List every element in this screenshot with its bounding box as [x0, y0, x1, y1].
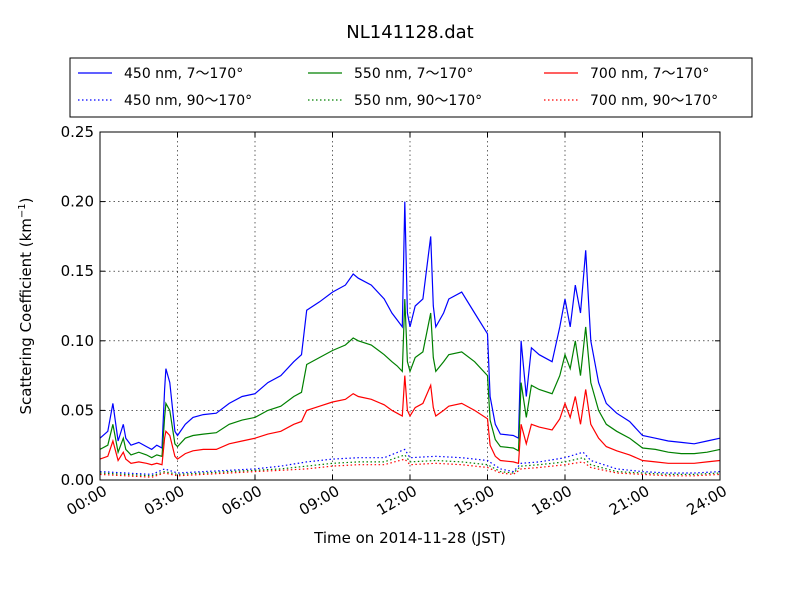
- y-tick-label: 0.05: [61, 401, 94, 419]
- legend-label-2: 550 nm, 7～170°: [354, 66, 473, 82]
- y-axis-label-sup: −1: [17, 203, 28, 218]
- legend-label-4: 700 nm, 7～170°: [590, 66, 709, 82]
- x-tick-label: 18:00: [529, 482, 575, 519]
- x-tick-labels: 00:00 03:00 06:00 09:00 12:00 15:00 18:00 21:00…: [64, 482, 730, 519]
- grid: [100, 132, 720, 480]
- legend-label-5: 700 nm, 90～170°: [590, 93, 718, 109]
- series-line-5: [99, 458, 721, 478]
- x-tick-label: 15:00: [451, 482, 497, 519]
- y-tick-labels: 0.00 0.05 0.10 0.15 0.20 0.25: [61, 123, 94, 489]
- series-line-0: [99, 201, 721, 451]
- y-tick-label: 0.15: [61, 262, 94, 280]
- legend-label-3: 550 nm, 90～170°: [354, 93, 482, 109]
- x-tick-label: 06:00: [219, 482, 265, 519]
- chart-title: NL141128.dat: [346, 22, 473, 43]
- series-line-2: [99, 298, 721, 459]
- legend: 450 nm, 7～170° 450 nm, 90～170° 550 nm, 7～1…: [69, 57, 753, 118]
- legend-label-1: 450 nm, 90～170°: [124, 93, 252, 109]
- y-axis-label-close: ): [17, 197, 35, 203]
- plot-frame: [99, 131, 721, 481]
- series-line-4: [99, 375, 721, 466]
- y-axis-label: Scattering Coefficient (km−1): [17, 197, 35, 414]
- ticks: [99, 131, 721, 481]
- y-axis-label-text: Scattering Coefficient (km: [17, 218, 35, 414]
- series-line-1: [99, 448, 721, 476]
- svg-text:Scattering Coefficient (km−1): Scattering Coefficient (km−1): [17, 197, 35, 414]
- legend-frame: [69, 57, 753, 118]
- y-tick-label: 0.25: [61, 123, 94, 141]
- x-axis-label: Time on 2014-11-28 (JST): [313, 529, 506, 547]
- x-tick-label: 09:00: [296, 482, 342, 519]
- x-tick-label: 12:00: [374, 482, 420, 519]
- x-tick-label: 03:00: [141, 482, 187, 519]
- legend-label-0: 450 nm, 7～170°: [124, 66, 243, 82]
- y-tick-label: 0.00: [61, 471, 94, 489]
- series-line-3: [99, 454, 721, 477]
- y-tick-label: 0.20: [61, 193, 94, 211]
- x-tick-label: 21:00: [606, 482, 652, 519]
- series-layer: [99, 201, 721, 478]
- y-tick-label: 0.10: [61, 332, 94, 350]
- x-tick-label: 24:00: [684, 482, 730, 519]
